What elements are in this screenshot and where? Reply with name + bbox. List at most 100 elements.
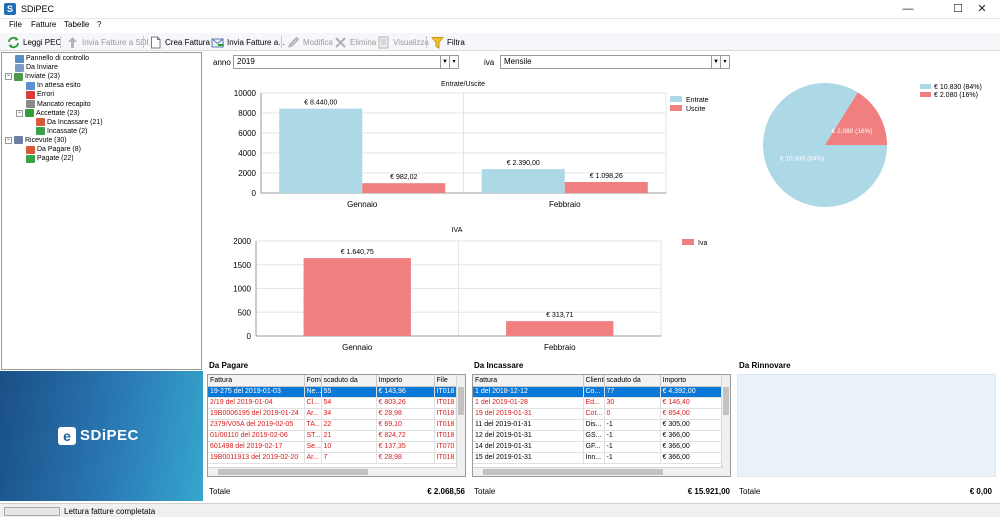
table-cell: Ar... xyxy=(304,408,322,420)
column-header[interactable]: Forni xyxy=(304,375,322,387)
table-row[interactable]: 19B0011913 del 2019-02-20 Ar... 7 € 28,98 IT… xyxy=(208,452,459,464)
da-rinnovare-grid[interactable] xyxy=(737,374,996,477)
close-button[interactable]: ✕ xyxy=(977,3,987,15)
tree-node-label: Mancato recapito xyxy=(37,100,91,108)
table-cell: € 305,00 xyxy=(660,419,724,431)
horizontal-scrollbar[interactable] xyxy=(473,467,723,476)
visualizza-button[interactable]: Visualizza xyxy=(377,35,429,49)
elimina-button[interactable]: Elimina xyxy=(334,35,376,49)
tree-node[interactable]: In attesa esito xyxy=(26,81,81,90)
table-row[interactable]: 01/00110 del 2019-02-06 ST... 21 € 824,72 IT… xyxy=(208,430,459,442)
table-row[interactable]: 19-275 del 2019-01-03 Ne... 55 € 143,96 IT01… xyxy=(208,386,459,398)
tree-expander-icon[interactable]: − xyxy=(5,73,12,81)
anno-clear-button[interactable]: ▾ xyxy=(449,56,458,68)
tree-node[interactable]: Da Inviare xyxy=(15,63,58,72)
legend-swatch xyxy=(920,84,931,89)
menu-file[interactable]: File xyxy=(9,20,22,29)
table-row[interactable]: 1 del 2019-01-28 Ed... 30 € 146,40 xyxy=(473,397,724,409)
tree-node[interactable]: Da Incassare (21) xyxy=(36,118,103,127)
tree-node[interactable]: − Ricevute (30) xyxy=(5,136,67,145)
filtra-button[interactable]: Filtra xyxy=(431,35,465,49)
table-cell: 77 xyxy=(604,386,661,398)
anno-select[interactable]: 2019 ▼ ▾ xyxy=(233,55,459,69)
scrollbar-thumb[interactable] xyxy=(483,469,663,475)
anno-dropdown-button[interactable]: ▼ xyxy=(440,56,449,68)
table-row[interactable]: 12 del 2019-01-31 GS... -1 € 366,00 xyxy=(473,430,724,442)
column-header[interactable]: Fattura xyxy=(208,375,305,387)
tree-node[interactable]: Incassate (2) xyxy=(36,127,87,136)
menu-help[interactable]: ? xyxy=(97,20,102,29)
iva-value: Mensile xyxy=(504,57,532,66)
tree-node[interactable]: − Inviate (23) xyxy=(5,72,60,81)
scrollbar-thumb[interactable] xyxy=(218,469,368,475)
table-row[interactable]: 14 del 2019-01-31 GF... -1 € 366,00 xyxy=(473,441,724,453)
tree-node[interactable]: Pannello di controllo xyxy=(15,54,89,63)
column-header[interactable]: Importo xyxy=(660,375,724,387)
invia-fatture-button[interactable]: Invia Fatture a... xyxy=(211,35,285,49)
data-label: € 1.098,26 xyxy=(590,173,623,180)
table-row[interactable]: 19 del 2019-01-31 Cot... 0 € 854,00 xyxy=(473,408,724,420)
table-row[interactable]: 15 del 2019-01-31 Inn... -1 € 366,00 xyxy=(473,452,724,464)
bar-iva xyxy=(506,321,614,336)
iva-select[interactable]: Mensile ▼ ▾ xyxy=(500,55,730,69)
vertical-scrollbar[interactable] xyxy=(456,375,465,476)
table-row[interactable]: 2/19 del 2019-01-04 Cl... 54 € 803,26 IT018 xyxy=(208,397,459,409)
column-header[interactable]: Clienti xyxy=(583,375,605,387)
table-cell: -1 xyxy=(604,430,661,442)
tree-node[interactable]: − Accettate (23) xyxy=(16,109,80,118)
table-cell: Cot... xyxy=(583,408,605,420)
minimize-button[interactable]: — xyxy=(902,3,914,15)
table-row[interactable]: 1 del 2018-12-12 Co... 77 € 4.392,00 xyxy=(473,386,724,398)
filter-bar: anno 2019 ▼ ▾ iva Mensile ▼ ▾ xyxy=(206,54,996,70)
invia-sdi-button[interactable]: Invia Fatture a SDI xyxy=(66,35,149,49)
leggi-pec-button[interactable]: Leggi PEC xyxy=(7,35,61,49)
da-incassare-grid[interactable]: Fattura Clienti scaduto da Importo 1 del 20… xyxy=(472,374,731,477)
navigation-tree: Pannello di controllo Da Inviare − Inviate … xyxy=(1,52,202,370)
da-incassare-totale-value: € 15.921,00 xyxy=(687,487,730,496)
y-tick-label: 0 xyxy=(252,189,257,198)
table-cell: 19B0011913 del 2019-02-20 xyxy=(208,452,305,464)
modifica-button[interactable]: Modifica xyxy=(287,35,333,49)
column-header[interactable]: File xyxy=(434,375,459,387)
tree-node[interactable]: Mancato recapito xyxy=(26,100,91,109)
table-cell: € 146,40 xyxy=(660,397,724,409)
tree-expander-icon[interactable]: − xyxy=(16,109,23,117)
tree-node-label: Da Pagare (8) xyxy=(37,146,81,153)
tree-node[interactable]: Pagate (22) xyxy=(26,154,74,163)
tree-node[interactable]: Da Pagare (8) xyxy=(26,145,81,154)
column-header[interactable]: Importo xyxy=(376,375,435,387)
table-row[interactable]: 19B0006195 del 2019-01-24 Ar... 34 € 28,98 I… xyxy=(208,408,459,420)
column-header[interactable]: Fattura xyxy=(473,375,584,387)
check-icon xyxy=(26,100,35,108)
da-pagare-grid[interactable]: Fattura Forni scaduto da Importo File 19-275… xyxy=(207,374,466,477)
column-header[interactable]: scaduto da xyxy=(321,375,377,387)
table-row[interactable]: 11 del 2019-01-31 Dis... -1 € 305,00 xyxy=(473,419,724,431)
menu-tabelle[interactable]: Tabelle xyxy=(64,20,90,29)
table-row[interactable]: 2379/V05A del 2019-02-05 TA... 22 € 69,10 IT… xyxy=(208,419,459,431)
y-tick-label: 0 xyxy=(247,332,252,341)
menu-fatture[interactable]: Fatture xyxy=(31,20,57,29)
pie-slice-label: € 2.080 (16%) xyxy=(832,128,873,135)
leggi-pec-label: Leggi PEC xyxy=(23,37,62,47)
bar-entrate xyxy=(481,169,565,193)
iva-clear-button[interactable]: ▾ xyxy=(720,56,729,68)
crea-fattura-button[interactable]: Crea Fattura ▼ xyxy=(149,35,219,49)
column-header[interactable]: scaduto da xyxy=(604,375,661,387)
iva-dropdown-button[interactable]: ▼ xyxy=(711,56,720,68)
table-cell: -1 xyxy=(604,419,661,431)
maximize-button[interactable]: ☐ xyxy=(953,3,963,15)
scrollbar-thumb[interactable] xyxy=(723,387,729,415)
scrollbar-thumb[interactable] xyxy=(458,387,464,415)
table-row[interactable]: 601498 del 2019-02-17 Se... 10 € 137,35 IT07… xyxy=(208,441,459,453)
vertical-scrollbar[interactable] xyxy=(721,375,730,476)
table-cell: € 366,00 xyxy=(660,441,724,453)
status-bar: Lettura fatture completata xyxy=(0,503,1000,517)
legend-label: € 10.830 (84%) xyxy=(934,84,982,91)
table-cell: 7 xyxy=(321,452,377,464)
visualizza-label: Visualizza xyxy=(393,37,429,47)
invia-fatture-label: Invia Fatture a... xyxy=(227,37,285,47)
da-rinnovare-totale-value: € 0,00 xyxy=(969,487,992,496)
horizontal-scrollbar[interactable] xyxy=(208,467,458,476)
tree-node[interactable]: Errori xyxy=(26,90,54,99)
tree-expander-icon[interactable]: − xyxy=(5,136,12,144)
